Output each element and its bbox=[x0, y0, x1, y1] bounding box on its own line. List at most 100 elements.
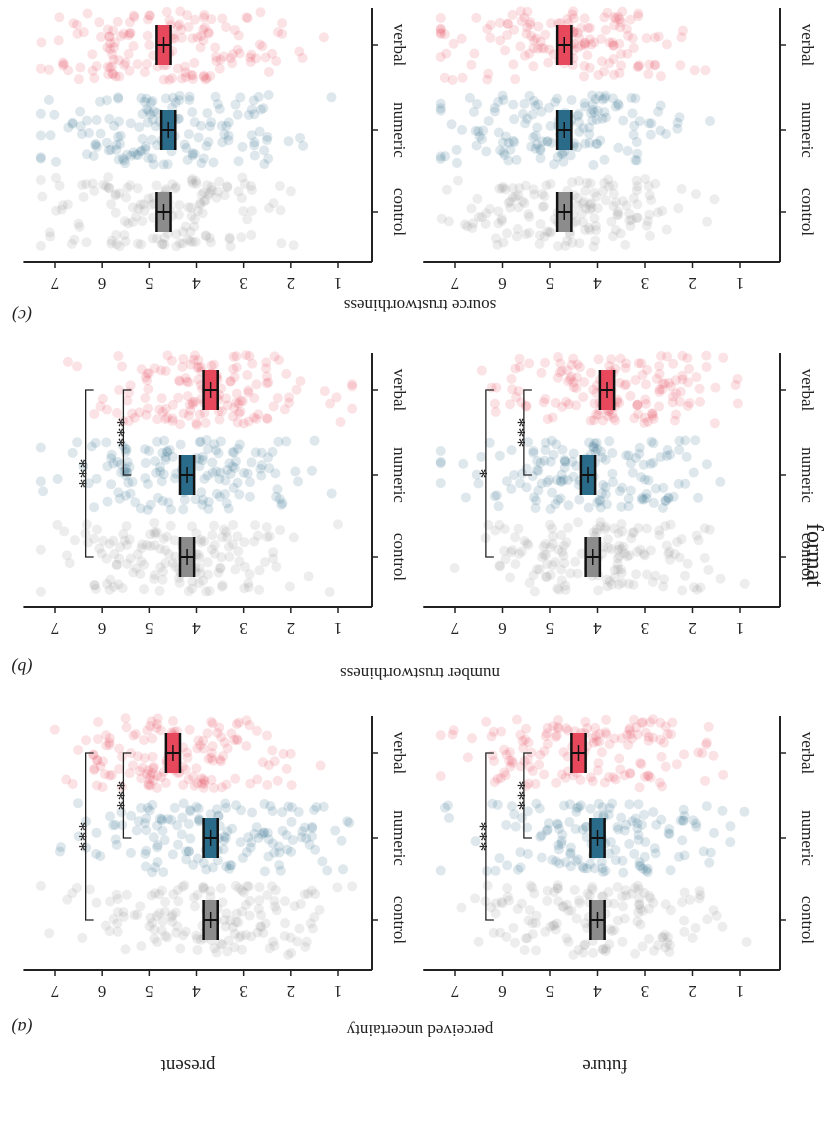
data-point-numeric bbox=[556, 476, 567, 487]
data-point-verbal bbox=[294, 46, 305, 57]
data-point-numeric bbox=[471, 469, 482, 480]
data-point-control bbox=[608, 231, 619, 242]
data-point-control bbox=[35, 240, 46, 251]
data-point-control bbox=[225, 915, 236, 926]
data-point-verbal bbox=[231, 388, 242, 399]
data-point-numeric bbox=[113, 116, 124, 127]
data-point-verbal bbox=[187, 771, 198, 782]
value-tick-label: 7 bbox=[450, 619, 459, 638]
data-point-control bbox=[187, 178, 198, 189]
data-point-verbal bbox=[138, 735, 149, 746]
data-point-control bbox=[288, 532, 299, 543]
data-point-verbal bbox=[650, 59, 661, 70]
data-point-numeric bbox=[664, 824, 675, 835]
data-point-numeric bbox=[489, 103, 500, 114]
data-point-verbal bbox=[53, 35, 64, 46]
data-point-numeric bbox=[435, 865, 446, 876]
data-point-control bbox=[91, 897, 102, 908]
data-point-control bbox=[197, 882, 208, 893]
data-point-verbal bbox=[89, 409, 100, 420]
data-point-verbal bbox=[528, 35, 539, 46]
value-tick-label: 5 bbox=[546, 274, 555, 293]
data-point-numeric bbox=[196, 120, 207, 131]
data-point-control bbox=[653, 940, 664, 951]
data-point-control bbox=[483, 519, 494, 530]
data-point-control bbox=[246, 205, 257, 216]
data-point-numeric bbox=[515, 847, 526, 858]
data-point-numeric bbox=[140, 473, 151, 484]
data-point-numeric bbox=[263, 90, 274, 101]
data-point-numeric bbox=[151, 467, 162, 478]
data-point-control bbox=[535, 219, 546, 230]
data-point-control bbox=[528, 570, 539, 581]
data-point-verbal bbox=[142, 725, 153, 736]
data-point-verbal bbox=[524, 358, 535, 369]
data-point-control bbox=[682, 558, 693, 569]
data-point-control bbox=[170, 561, 181, 572]
data-point-verbal bbox=[515, 41, 526, 52]
data-point-numeric bbox=[232, 109, 243, 120]
data-point-control bbox=[163, 549, 174, 560]
data-point-control bbox=[198, 575, 209, 586]
data-point-verbal bbox=[113, 351, 124, 362]
data-point-numeric bbox=[258, 103, 269, 114]
data-point-verbal bbox=[61, 774, 72, 785]
data-point-numeric bbox=[198, 494, 209, 505]
data-point-control bbox=[101, 181, 112, 192]
data-point-numeric bbox=[108, 820, 119, 831]
data-point-control bbox=[254, 565, 265, 576]
data-point-control bbox=[536, 552, 547, 563]
data-point-verbal bbox=[616, 17, 627, 28]
data-point-control bbox=[534, 230, 545, 241]
data-point-verbal bbox=[633, 11, 644, 22]
data-point-control bbox=[160, 897, 171, 908]
data-point-verbal bbox=[243, 385, 254, 396]
data-point-numeric bbox=[148, 832, 159, 843]
data-point-verbal bbox=[594, 728, 605, 739]
data-point-control bbox=[222, 182, 233, 193]
data-point-numeric bbox=[306, 465, 317, 476]
data-point-control bbox=[179, 880, 190, 891]
data-point-numeric bbox=[199, 473, 210, 484]
data-point-numeric bbox=[108, 458, 119, 469]
data-point-control bbox=[288, 240, 299, 251]
data-point-verbal bbox=[660, 721, 671, 732]
data-point-verbal bbox=[281, 368, 292, 379]
data-point-control bbox=[137, 216, 148, 227]
data-point-numeric bbox=[326, 92, 337, 103]
data-point-control bbox=[676, 534, 687, 545]
data-point-numeric bbox=[613, 100, 624, 111]
data-point-numeric bbox=[717, 805, 728, 816]
data-point-verbal bbox=[494, 17, 505, 28]
data-point-verbal bbox=[169, 33, 180, 44]
data-point-numeric bbox=[181, 846, 192, 857]
data-point-verbal bbox=[286, 780, 297, 791]
data-point-verbal bbox=[108, 54, 119, 65]
data-point-control bbox=[195, 198, 206, 209]
data-point-verbal bbox=[654, 386, 665, 397]
data-point-numeric bbox=[255, 463, 266, 474]
data-point-numeric bbox=[673, 851, 684, 862]
data-point-verbal bbox=[251, 413, 262, 424]
data-point-verbal bbox=[562, 14, 573, 25]
data-point-verbal bbox=[145, 770, 156, 781]
data-point-control bbox=[294, 923, 305, 934]
data-point-control bbox=[190, 236, 201, 247]
data-point-numeric bbox=[144, 805, 155, 816]
data-point-numeric bbox=[144, 445, 155, 456]
data-point-verbal bbox=[490, 406, 501, 417]
data-point-verbal bbox=[481, 716, 492, 727]
data-point-numeric bbox=[537, 136, 548, 147]
data-point-verbal bbox=[104, 62, 115, 73]
data-point-control bbox=[541, 571, 552, 582]
data-point-numeric bbox=[545, 456, 556, 467]
data-point-numeric bbox=[221, 120, 232, 131]
data-point-numeric bbox=[209, 439, 220, 450]
data-point-verbal bbox=[540, 394, 551, 405]
data-point-verbal bbox=[152, 782, 163, 793]
data-point-control bbox=[35, 544, 46, 555]
data-point-numeric bbox=[562, 475, 573, 486]
data-point-control bbox=[552, 880, 563, 891]
data-point-numeric bbox=[171, 468, 182, 479]
data-point-control bbox=[254, 584, 265, 595]
